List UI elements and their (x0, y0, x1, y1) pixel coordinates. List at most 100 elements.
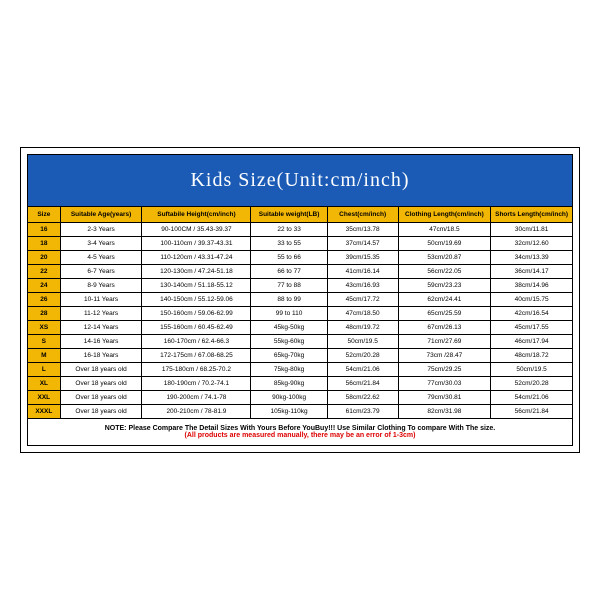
data-cell: 41cm/16.14 (327, 265, 398, 279)
data-cell: 100-110cm / 39.37-43.31 (142, 237, 251, 251)
data-cell: 90-100CM / 35.43-39.37 (142, 223, 251, 237)
data-cell: 6-7 Years (60, 265, 142, 279)
table-row: XLOver 18 years old180-190cm / 70.2-74.1… (28, 377, 573, 391)
data-cell: 140-150cm / 55.12-59.06 (142, 293, 251, 307)
col-height: Suftabile Height(cm/inch) (142, 207, 251, 223)
data-cell: 172-175cm / 67.08-68.25 (142, 349, 251, 363)
size-chart-container: Kids Size(Unit:cm/inch) Size Suitable Ag… (20, 147, 580, 453)
table-row: S14-16 Years160-170cm / 62.4-66.355kg-60… (28, 335, 573, 349)
table-row: 226-7 Years120-130cm / 47.24-51.1866 to … (28, 265, 573, 279)
data-cell: 75kg-80kg (251, 363, 327, 377)
data-cell: 40cm/15.75 (491, 293, 573, 307)
data-cell: 16-18 Years (60, 349, 142, 363)
data-cell: 58cm/22.62 (327, 391, 398, 405)
size-cell: 20 (28, 251, 61, 265)
data-cell: 52cm/20.28 (327, 349, 398, 363)
note-line-1: NOTE: Please Compare The Detail Sizes Wi… (32, 425, 568, 432)
data-cell: 56cm/21.84 (491, 405, 573, 419)
data-cell: 54cm/21.06 (491, 391, 573, 405)
data-cell: 45kg-50kg (251, 321, 327, 335)
data-cell: 66 to 77 (251, 265, 327, 279)
col-shorts: Shorts Length(cm/inch) (491, 207, 573, 223)
note-box: NOTE: Please Compare The Detail Sizes Wi… (27, 419, 573, 446)
size-table: Size Suitable Age(years) Suftabile Heigh… (27, 206, 573, 419)
data-cell: 190-200cm / 74.1-78 (142, 391, 251, 405)
size-cell: 22 (28, 265, 61, 279)
data-cell: 38cm/14.96 (491, 279, 573, 293)
size-cell: M (28, 349, 61, 363)
size-cell: XXXL (28, 405, 61, 419)
data-cell: 65cm/25.59 (398, 307, 491, 321)
data-cell: Over 18 years old (60, 391, 142, 405)
data-cell: 85kg-90kg (251, 377, 327, 391)
data-cell: 150-160cm / 59.06-62.99 (142, 307, 251, 321)
table-row: XXXLOver 18 years old200-210cm / 78-81.9… (28, 405, 573, 419)
data-cell: 39cm/15.35 (327, 251, 398, 265)
data-cell: 77 to 88 (251, 279, 327, 293)
data-cell: 71cm/27.69 (398, 335, 491, 349)
data-cell: 34cm/13.39 (491, 251, 573, 265)
data-cell: 14-16 Years (60, 335, 142, 349)
data-cell: 30cm/11.81 (491, 223, 573, 237)
data-cell: 12-14 Years (60, 321, 142, 335)
data-cell: 160-170cm / 62.4-66.3 (142, 335, 251, 349)
data-cell: 130-140cm / 51.18-55.12 (142, 279, 251, 293)
data-cell: 10-11 Years (60, 293, 142, 307)
data-cell: 54cm/21.06 (327, 363, 398, 377)
size-cell: 16 (28, 223, 61, 237)
data-cell: 155-160cm / 60.45-62.49 (142, 321, 251, 335)
data-cell: Over 18 years old (60, 363, 142, 377)
data-cell: 35cm/13.78 (327, 223, 398, 237)
data-cell: 53cm/20.87 (398, 251, 491, 265)
data-cell: 56cm/22.05 (398, 265, 491, 279)
data-cell: 50cm/19.5 (327, 335, 398, 349)
data-cell: 82cm/31.98 (398, 405, 491, 419)
col-chest: Chest(cm/inch) (327, 207, 398, 223)
data-cell: 180-190cm / 70.2-74.1 (142, 377, 251, 391)
data-cell: 56cm/21.84 (327, 377, 398, 391)
data-cell: 55 to 66 (251, 251, 327, 265)
data-cell: 50cm/19.69 (398, 237, 491, 251)
data-cell: 110-120cm / 43.31-47.24 (142, 251, 251, 265)
size-cell: 26 (28, 293, 61, 307)
data-cell: 61cm/23.79 (327, 405, 398, 419)
size-cell: 24 (28, 279, 61, 293)
col-weight: Suitable weight(LB) (251, 207, 327, 223)
data-cell: Over 18 years old (60, 377, 142, 391)
table-row: 162-3 Years90-100CM / 35.43-39.3722 to 3… (28, 223, 573, 237)
data-cell: 65kg-70kg (251, 349, 327, 363)
data-cell: 45cm/17.55 (491, 321, 573, 335)
data-cell: 200-210cm / 78-81.9 (142, 405, 251, 419)
col-clothing: Clothing Length(cm/inch) (398, 207, 491, 223)
size-cell: L (28, 363, 61, 377)
col-size: Size (28, 207, 61, 223)
data-cell: 3-4 Years (60, 237, 142, 251)
data-cell: 47cm/18.50 (327, 307, 398, 321)
data-cell: 77cm/30.03 (398, 377, 491, 391)
data-cell: 11-12 Years (60, 307, 142, 321)
data-cell: 45cm/17.72 (327, 293, 398, 307)
table-row: XS12-14 Years155-160cm / 60.45-62.4945kg… (28, 321, 573, 335)
table-row: 204-5 Years110-120cm / 43.31-47.2455 to … (28, 251, 573, 265)
table-row: M16-18 Years172-175cm / 67.08-68.2565kg-… (28, 349, 573, 363)
data-cell: 75cm/29.25 (398, 363, 491, 377)
data-cell: 105kg-110kg (251, 405, 327, 419)
table-row: XXLOver 18 years old190-200cm / 74.1-789… (28, 391, 573, 405)
data-cell: 47cm/18.5 (398, 223, 491, 237)
size-cell: XL (28, 377, 61, 391)
data-cell: 48cm/18.72 (491, 349, 573, 363)
data-cell: 88 to 99 (251, 293, 327, 307)
data-cell: 90kg-100kg (251, 391, 327, 405)
data-cell: 175-180cm / 68.25-70.2 (142, 363, 251, 377)
size-cell: S (28, 335, 61, 349)
data-cell: 52cm/20.28 (491, 377, 573, 391)
table-row: 2811-12 Years150-160cm / 59.06-62.9999 t… (28, 307, 573, 321)
col-age: Suitable Age(years) (60, 207, 142, 223)
data-cell: 99 to 110 (251, 307, 327, 321)
title-bar: Kids Size(Unit:cm/inch) (27, 154, 573, 206)
header-row: Size Suitable Age(years) Suftabile Heigh… (28, 207, 573, 223)
size-cell: XS (28, 321, 61, 335)
data-cell: 62cm/24.41 (398, 293, 491, 307)
size-cell: 18 (28, 237, 61, 251)
table-row: 2610-11 Years140-150cm / 55.12-59.0688 t… (28, 293, 573, 307)
